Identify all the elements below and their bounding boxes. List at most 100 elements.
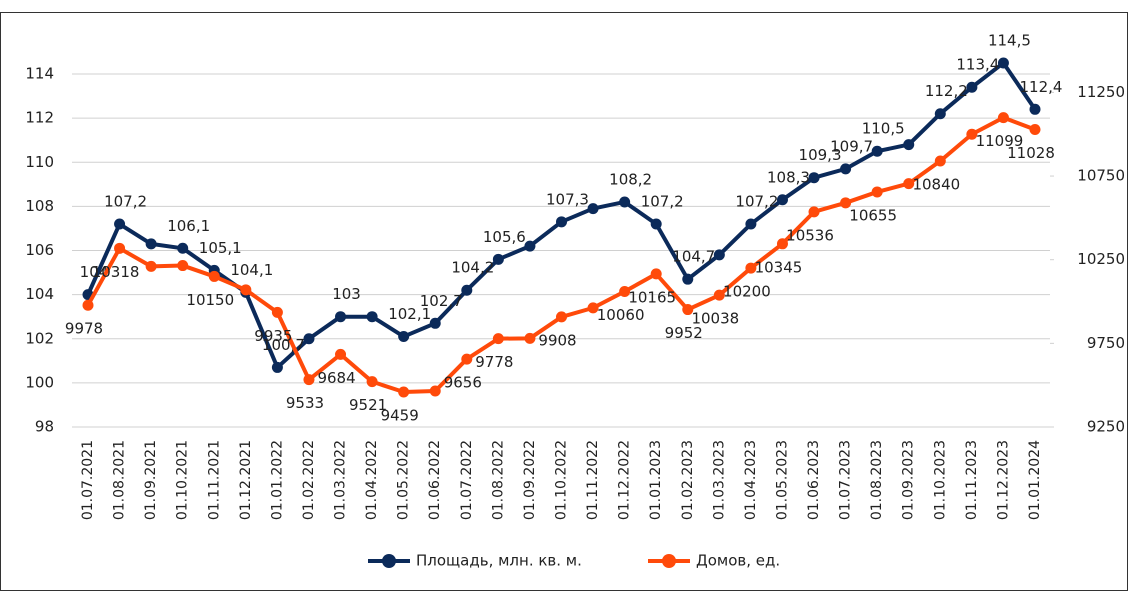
x-tick-label: 01.05.2023 — [774, 440, 790, 520]
data-label: 11028 — [1007, 144, 1055, 162]
point — [461, 284, 473, 296]
point — [713, 289, 725, 301]
data-label: 9459 — [381, 407, 419, 425]
x-tick-label: 01.05.2022 — [396, 440, 412, 520]
point — [871, 145, 883, 157]
y-tick-label: 104 — [25, 285, 54, 303]
x-tick-label: 01.12.2023 — [995, 440, 1011, 520]
x-tick-label: 01.10.2022 — [554, 440, 570, 520]
x-tick-label: 01.02.2023 — [680, 440, 696, 520]
data-label: 10655 — [849, 206, 897, 224]
data-label: 11099 — [976, 132, 1024, 150]
data-label: 107,2 — [735, 193, 778, 211]
data-label: 105,1 — [199, 239, 242, 257]
data-label: 104,1 — [230, 261, 273, 279]
x-tick-label: 01.01.2022 — [269, 440, 285, 520]
data-label: 112,4 — [1020, 78, 1063, 96]
point — [240, 284, 252, 296]
legend-marker — [662, 554, 676, 568]
point — [303, 333, 315, 345]
point — [524, 332, 536, 344]
point — [776, 194, 788, 206]
data-label: 9908 — [538, 331, 576, 349]
data-label: 109,3 — [799, 146, 842, 164]
data-label: 9521 — [349, 396, 387, 414]
x-tick-label: 01.09.2023 — [901, 440, 917, 520]
point — [366, 311, 378, 323]
x-tick-label: 01.09.2022 — [522, 440, 538, 520]
point — [366, 376, 378, 388]
data-label: 114,5 — [988, 31, 1031, 49]
point — [398, 331, 410, 343]
y-tick-label: 108 — [25, 197, 54, 215]
x-tick-label: 01.11.2023 — [964, 440, 980, 520]
point — [966, 128, 978, 140]
point — [840, 197, 852, 209]
y2-tick-label: 11250 — [1077, 83, 1125, 101]
point — [492, 333, 504, 345]
data-label: 9778 — [475, 353, 513, 371]
data-label: 10038 — [691, 310, 739, 328]
data-label: 104,2 — [451, 259, 494, 277]
x-tick-label: 01.03.2023 — [711, 440, 727, 520]
y-tick-label: 100 — [25, 373, 54, 391]
data-label: 9978 — [65, 320, 103, 338]
point — [335, 348, 347, 360]
data-label: 109,7 — [830, 137, 873, 155]
point — [114, 218, 126, 230]
data-label: 103 — [332, 285, 361, 303]
legend-marker — [382, 554, 396, 568]
point — [650, 268, 662, 280]
y-tick-label: 106 — [25, 241, 54, 259]
point — [429, 317, 441, 329]
frame — [0, 12, 1128, 591]
y2-tick-label: 10250 — [1077, 250, 1125, 268]
point — [619, 285, 631, 297]
point — [934, 155, 946, 167]
point — [1029, 124, 1041, 136]
point — [208, 270, 220, 282]
data-label: 10318 — [92, 263, 140, 281]
point — [903, 178, 915, 190]
x-tick-label: 01.01.2023 — [648, 440, 664, 520]
data-label: 108,3 — [767, 168, 810, 186]
x-tick-label: 01.08.2022 — [490, 440, 506, 520]
data-label: 113,4 — [956, 56, 999, 74]
point — [461, 353, 473, 365]
point — [871, 186, 883, 198]
point — [145, 238, 157, 250]
data-label: 104 — [80, 263, 109, 281]
point — [1029, 103, 1041, 115]
point — [335, 311, 347, 323]
point — [713, 249, 725, 261]
point — [524, 240, 536, 252]
x-tick-label: 01.12.2022 — [617, 440, 633, 520]
point — [492, 253, 504, 265]
point — [271, 306, 283, 318]
data-label: 108,2 — [609, 170, 652, 188]
point — [619, 196, 631, 208]
point — [840, 163, 852, 175]
x-tick-label: 01.08.2021 — [112, 440, 128, 520]
y2-tick-label: 9750 — [1087, 334, 1125, 352]
y-tick-label: 114 — [25, 65, 54, 83]
x-tick-label: 01.06.2022 — [427, 440, 443, 520]
point — [82, 299, 94, 311]
point — [934, 108, 946, 120]
y-tick-label: 102 — [25, 329, 54, 347]
point — [776, 238, 788, 250]
data-label: 107,3 — [546, 190, 589, 208]
point — [997, 112, 1009, 124]
point — [303, 374, 315, 386]
data-label: 10345 — [755, 258, 803, 276]
x-tick-label: 01.11.2021 — [206, 440, 222, 520]
x-tick-label: 01.11.2022 — [585, 440, 601, 520]
x-tick-label: 01.07.2023 — [838, 440, 854, 520]
point — [966, 81, 978, 93]
point — [587, 203, 599, 215]
point — [271, 361, 283, 373]
point — [556, 311, 567, 323]
point — [114, 242, 126, 254]
x-tick-label: 01.10.2021 — [175, 440, 191, 520]
